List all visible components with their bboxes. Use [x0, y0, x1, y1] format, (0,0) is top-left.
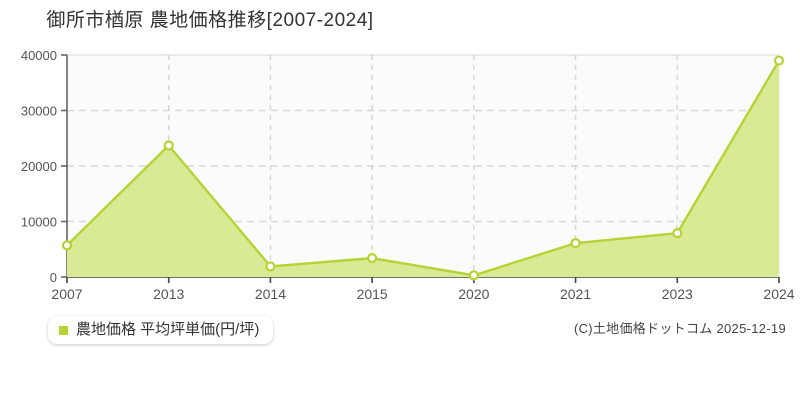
data-line	[65, 59, 781, 277]
chart-title: 御所市楢原 農地価格推移[2007-2024]	[46, 10, 374, 31]
svg-text:0: 0	[50, 270, 57, 285]
chart-legend[interactable]: 農地価格 平均坪単価(円/坪)	[48, 316, 274, 344]
data-area	[67, 60, 779, 277]
svg-text:20000: 20000	[21, 159, 57, 174]
copyright-credit: (C)土地価格ドットコム 2025-12-19	[573, 321, 786, 336]
svg-text:2014: 2014	[255, 286, 286, 302]
legend-label: 農地価格 平均坪単価(円/坪)	[76, 321, 260, 338]
svg-text:2015: 2015	[357, 286, 388, 302]
svg-text:2013: 2013	[153, 286, 184, 302]
y-axis-ticks: 0 10000 20000 30000 40000	[21, 48, 67, 285]
svg-text:40000: 40000	[21, 48, 57, 63]
svg-text:2021: 2021	[560, 286, 591, 302]
svg-text:10000: 10000	[21, 215, 57, 230]
svg-text:2007: 2007	[51, 286, 82, 302]
svg-text:2020: 2020	[458, 286, 489, 302]
svg-text:30000: 30000	[21, 104, 57, 119]
x-axis-ticks: 2007 2013 2014 2015 2020 2021 2023 2024	[51, 277, 795, 302]
legend-swatch-icon	[59, 325, 68, 335]
data-markers	[61, 55, 785, 281]
svg-text:2024: 2024	[763, 286, 794, 302]
svg-text:2023: 2023	[662, 286, 693, 302]
